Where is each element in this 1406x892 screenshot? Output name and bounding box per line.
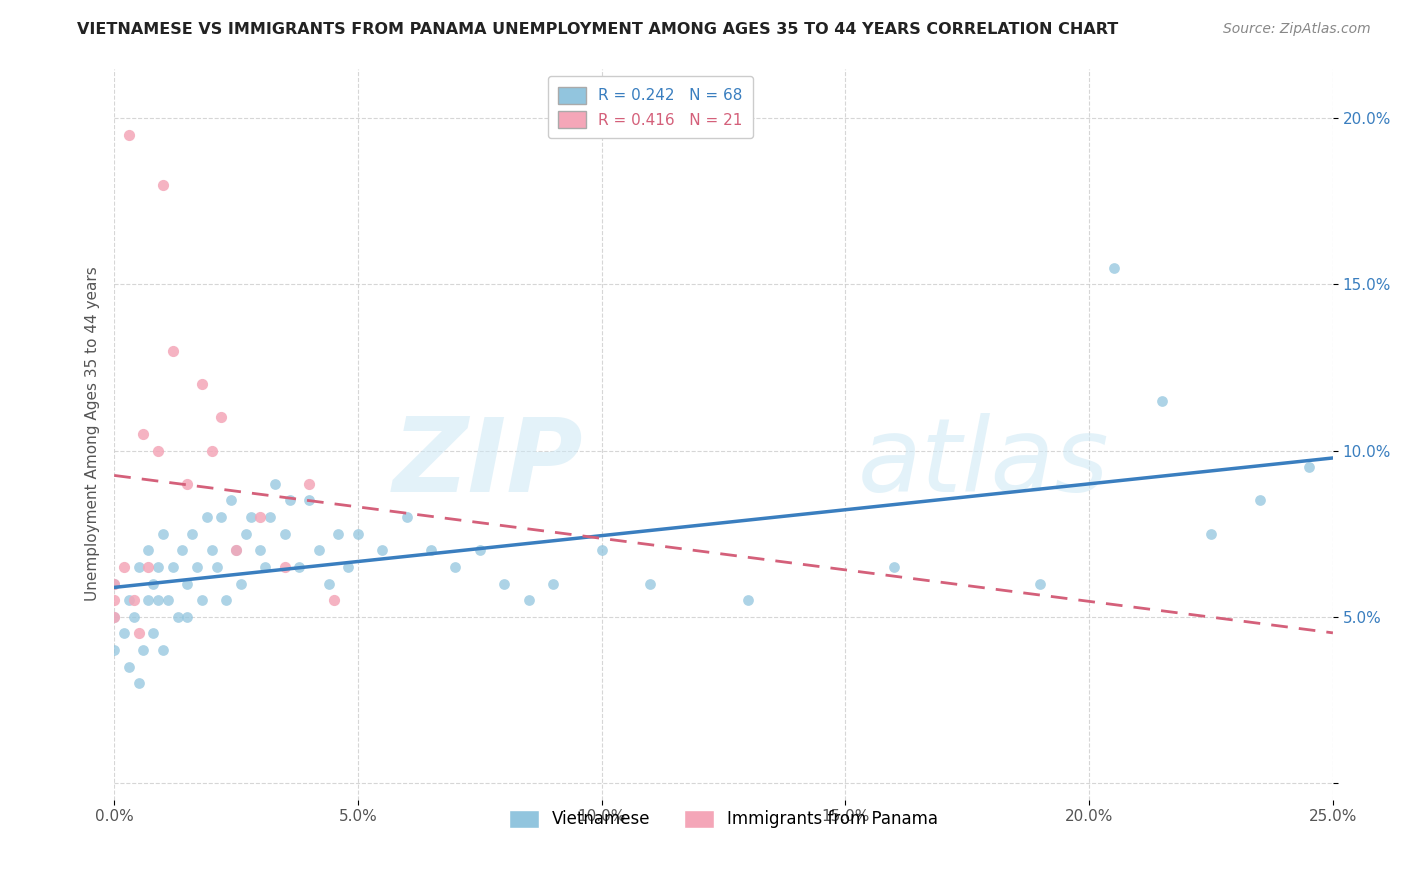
Point (201, 543, 224, 558)
Point (517, 593, 540, 607)
Point (118, 593, 141, 607)
Point (122, 593, 145, 607)
Point (128, 676, 150, 690)
Point (395, 510, 418, 524)
Point (162, 560, 184, 574)
Point (1102, 260, 1125, 275)
Point (308, 543, 330, 558)
Point (201, 443, 224, 458)
Point (225, 543, 247, 558)
Point (146, 560, 169, 574)
Point (176, 609, 198, 624)
Legend: Vietnamese, Immigrants from Panama: Vietnamese, Immigrants from Panama (502, 803, 945, 835)
Point (229, 576, 252, 591)
Point (249, 510, 271, 524)
Point (444, 560, 467, 574)
Point (132, 427, 155, 442)
Point (152, 643, 174, 657)
Point (142, 576, 165, 591)
Point (274, 526, 297, 541)
Point (128, 626, 150, 640)
Point (186, 560, 208, 574)
Point (347, 526, 370, 541)
Point (103, 643, 125, 657)
Point (181, 526, 204, 541)
Point (883, 560, 905, 574)
Point (112, 560, 135, 574)
Point (152, 178, 174, 192)
Point (118, 659, 141, 673)
Point (103, 576, 125, 591)
Point (298, 476, 321, 491)
Point (1249, 493, 1271, 508)
Point (298, 493, 321, 508)
Point (152, 526, 174, 541)
Point (278, 493, 301, 508)
Point (103, 593, 125, 607)
Point (1199, 526, 1222, 541)
Point (468, 543, 491, 558)
Point (156, 593, 179, 607)
Point (136, 560, 159, 574)
Point (274, 560, 297, 574)
Point (205, 560, 228, 574)
Text: Source: ZipAtlas.com: Source: ZipAtlas.com (1223, 22, 1371, 37)
Point (176, 476, 198, 491)
Point (195, 510, 218, 524)
Point (176, 576, 198, 591)
Point (146, 443, 169, 458)
Text: atlas: atlas (858, 413, 1109, 513)
Point (737, 593, 759, 607)
Y-axis label: Unemployment Among Ages 35 to 44 years: Unemployment Among Ages 35 to 44 years (86, 267, 100, 601)
Point (371, 543, 394, 558)
Point (162, 343, 184, 358)
Point (118, 128, 141, 142)
Text: VIETNAMESE VS IMMIGRANTS FROM PANAMA UNEMPLOYMENT AMONG AGES 35 TO 44 YEARS CORR: VIETNAMESE VS IMMIGRANTS FROM PANAMA UNE… (77, 22, 1119, 37)
Point (209, 410, 232, 425)
Point (288, 560, 311, 574)
Point (209, 510, 232, 524)
Point (103, 609, 125, 624)
Point (191, 593, 214, 607)
Point (122, 609, 145, 624)
Point (328, 526, 350, 541)
Point (172, 543, 194, 558)
Point (420, 543, 443, 558)
Point (640, 576, 662, 591)
Point (191, 377, 214, 392)
Point (239, 510, 262, 524)
Point (166, 609, 188, 624)
Point (259, 510, 281, 524)
Point (318, 576, 340, 591)
Point (254, 560, 277, 574)
Point (235, 526, 257, 541)
Point (219, 493, 242, 508)
Point (128, 560, 150, 574)
Point (249, 543, 271, 558)
Point (591, 543, 613, 558)
Point (146, 593, 169, 607)
Point (136, 593, 159, 607)
Point (264, 476, 287, 491)
Point (1152, 393, 1174, 408)
Point (541, 576, 564, 591)
Point (103, 609, 125, 624)
Point (136, 543, 159, 558)
Point (103, 576, 125, 591)
Point (1029, 576, 1052, 591)
Point (337, 560, 360, 574)
Point (322, 593, 344, 607)
Point (142, 626, 165, 640)
Point (225, 543, 247, 558)
Point (494, 576, 516, 591)
Point (132, 643, 155, 657)
Text: ZIP: ZIP (392, 413, 583, 514)
Point (215, 593, 238, 607)
Point (1298, 460, 1320, 475)
Point (112, 626, 135, 640)
